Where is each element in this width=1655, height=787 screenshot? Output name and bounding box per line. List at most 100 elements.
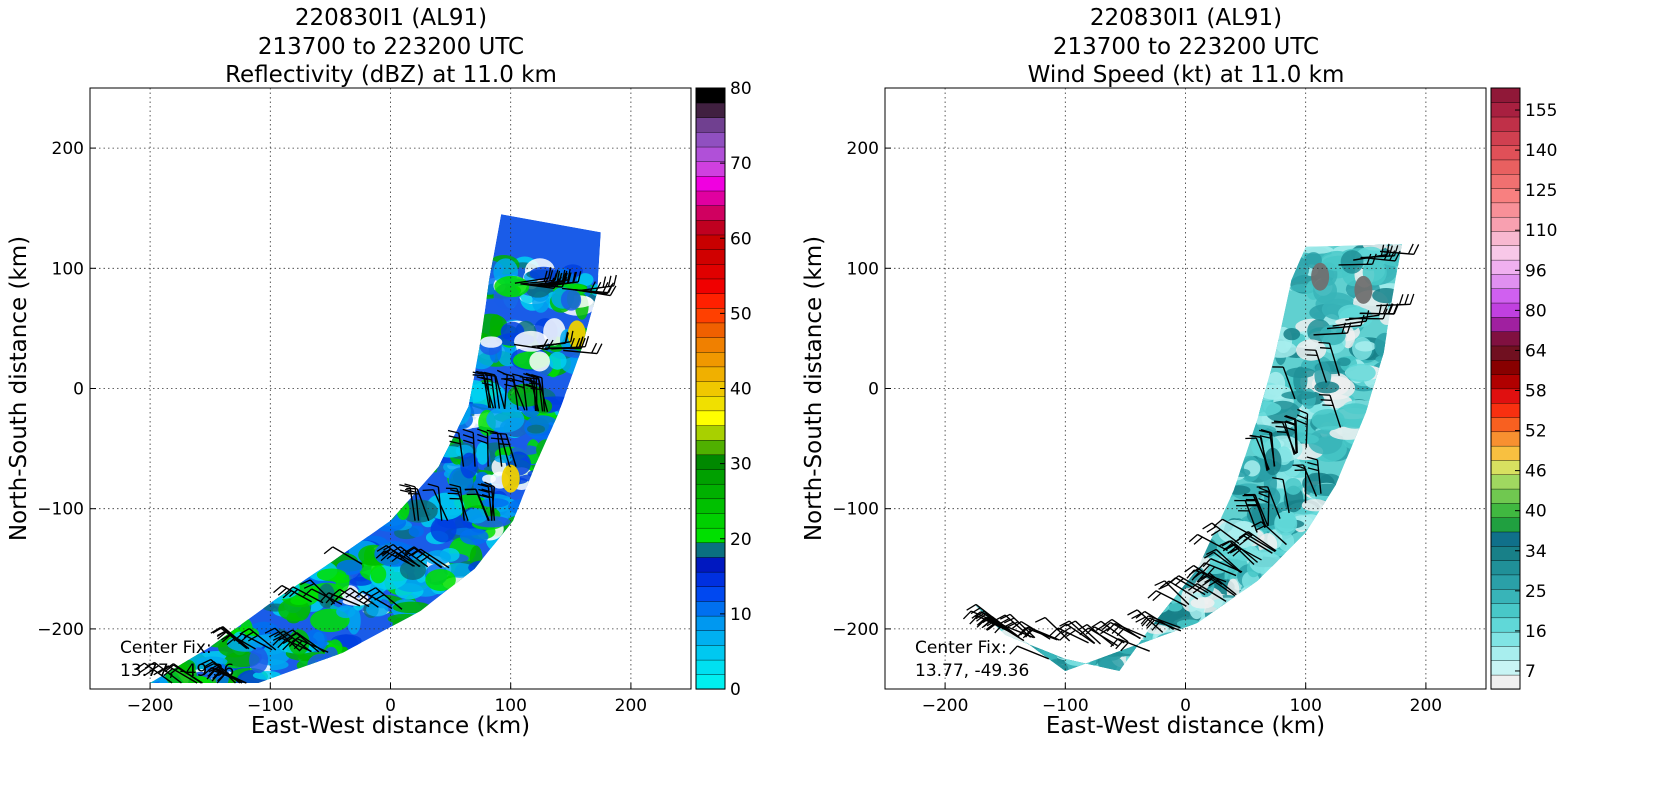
wind-barb-flag <box>375 550 385 559</box>
colorbar-segment <box>695 659 726 675</box>
chart-title-line-2: 213700 to 223200 UTC <box>257 33 525 60</box>
wind-barb-flag <box>1101 622 1111 631</box>
colorbar-segment <box>695 219 726 236</box>
wind-barb-flag <box>567 269 571 281</box>
wind-barb <box>475 489 490 521</box>
colorbar-segment <box>1490 631 1521 647</box>
x-tick-label: 0 <box>385 696 396 716</box>
wind-barb <box>563 349 598 355</box>
wind-barb-flag <box>448 435 460 439</box>
wind-barb-flag <box>1251 521 1262 528</box>
windspeed-chart: −200 −100 0 100 200 −200 −100 0 100 200 East-West … <box>801 87 1557 739</box>
wind-barb-flag <box>1192 585 1203 594</box>
swath-cell <box>1338 304 1366 322</box>
colorbar-segment <box>695 527 726 544</box>
wind-barb-flag <box>282 641 291 651</box>
wind-barb <box>1197 533 1228 552</box>
wind-barb-flag <box>477 439 488 445</box>
wind-barb-flag <box>450 489 461 493</box>
wind-barb-flag <box>541 338 549 350</box>
colorbar-segment <box>695 542 726 558</box>
wind-barb <box>512 376 519 410</box>
swath-cell <box>366 602 389 617</box>
swath-cell <box>336 605 356 619</box>
chart-title-line-1: 220830I1 (AL91) <box>294 5 488 31</box>
swath-cell <box>1345 363 1376 382</box>
colorbar-segment <box>1490 359 1521 375</box>
colorbar-segment <box>1490 245 1521 261</box>
wind-barb <box>1086 624 1115 647</box>
reflectivity-panel: 220830I1 (AL91) 213700 to 223200 UTC Ref… <box>6 5 752 739</box>
wind-barb-flag <box>1304 349 1316 351</box>
wind-barb-flag <box>1059 632 1069 641</box>
wind-barb <box>1206 575 1236 597</box>
wind-barb <box>1302 464 1318 497</box>
wind-barb-flag <box>1260 429 1272 434</box>
wind-barb-flag <box>596 343 603 354</box>
y-axis-label: North-South distance (km) <box>801 236 827 541</box>
swath-cell <box>1355 341 1376 352</box>
colorbar-segment <box>695 102 726 118</box>
colorbar-segment <box>695 234 726 250</box>
colorbar-tick-label: 40 <box>1525 502 1547 522</box>
wind-barb-flag <box>1127 609 1138 616</box>
chart-title-line-3: Wind Speed (kt) at 11.0 km <box>1027 62 1345 88</box>
wind-barb-flag <box>462 428 474 434</box>
colorbar-segment <box>1490 531 1521 547</box>
wind-barb-flag <box>584 336 590 347</box>
colorbar-segment <box>1490 173 1521 189</box>
wind-barb <box>580 285 614 292</box>
colorbar-segment <box>695 630 726 646</box>
wind-barb-flag <box>1202 558 1212 568</box>
wind-barb-flag <box>490 437 503 440</box>
wind-barb-flag <box>207 668 217 677</box>
wind-barb <box>1196 583 1227 602</box>
wind-barb-flag <box>478 488 490 493</box>
wind-barb <box>1282 479 1290 514</box>
colorbar-segment <box>695 87 726 104</box>
wind-barb-flag <box>247 634 259 642</box>
wind-barb-flag <box>1206 525 1217 533</box>
wind-barb <box>1267 491 1270 526</box>
wind-barb-flag <box>1272 476 1284 481</box>
wind-barb-flag <box>1135 616 1146 623</box>
wind-barb-flag <box>1158 584 1169 590</box>
wind-barb <box>1295 419 1298 454</box>
wind-barbs <box>962 243 1420 660</box>
wind-barb-flag <box>303 588 313 597</box>
wind-barb-flag <box>381 548 392 557</box>
wind-barb <box>213 660 241 684</box>
wind-barb-flag <box>303 583 315 589</box>
swath-cell <box>1283 328 1301 341</box>
swath-cell <box>214 693 234 703</box>
wind-barb-flag <box>1152 592 1162 602</box>
colorbar-tick-label: 80 <box>730 79 752 99</box>
wind-barb-flag <box>273 585 283 594</box>
swath-cell <box>370 565 387 584</box>
wind-barb-flag <box>531 373 543 379</box>
colorbar-tick-label: 70 <box>730 154 752 174</box>
wind-barb <box>283 630 312 653</box>
wind-barb-flag <box>472 374 484 377</box>
colorbar-tick-label: 0 <box>730 680 741 700</box>
wind-barb <box>292 586 324 604</box>
wind-barb-flag <box>1383 249 1390 261</box>
wind-barb <box>1164 580 1190 606</box>
reflectivity-chart: −200 −100 0 100 200−200−1000100200East-West … <box>6 79 752 739</box>
wind-barb-flag <box>300 579 311 586</box>
wind-barb-flag <box>1100 627 1111 635</box>
wind-barb-flag <box>1388 245 1393 257</box>
wind-barb-flag <box>390 546 401 554</box>
swath-cell <box>543 318 566 346</box>
colorbar-segment <box>695 322 726 338</box>
wind-barb-flag <box>449 483 461 488</box>
wind-barb <box>1175 577 1206 596</box>
colorbar-segment <box>695 278 726 294</box>
y-tick-label: −100 <box>37 500 84 520</box>
x-tick-label: −100 <box>247 696 294 716</box>
colorbar-segment <box>1490 459 1521 475</box>
wind-barb-flag <box>567 272 572 284</box>
wind-barb <box>296 638 329 653</box>
swath-cell <box>425 568 456 591</box>
swath-cell <box>1274 511 1298 536</box>
